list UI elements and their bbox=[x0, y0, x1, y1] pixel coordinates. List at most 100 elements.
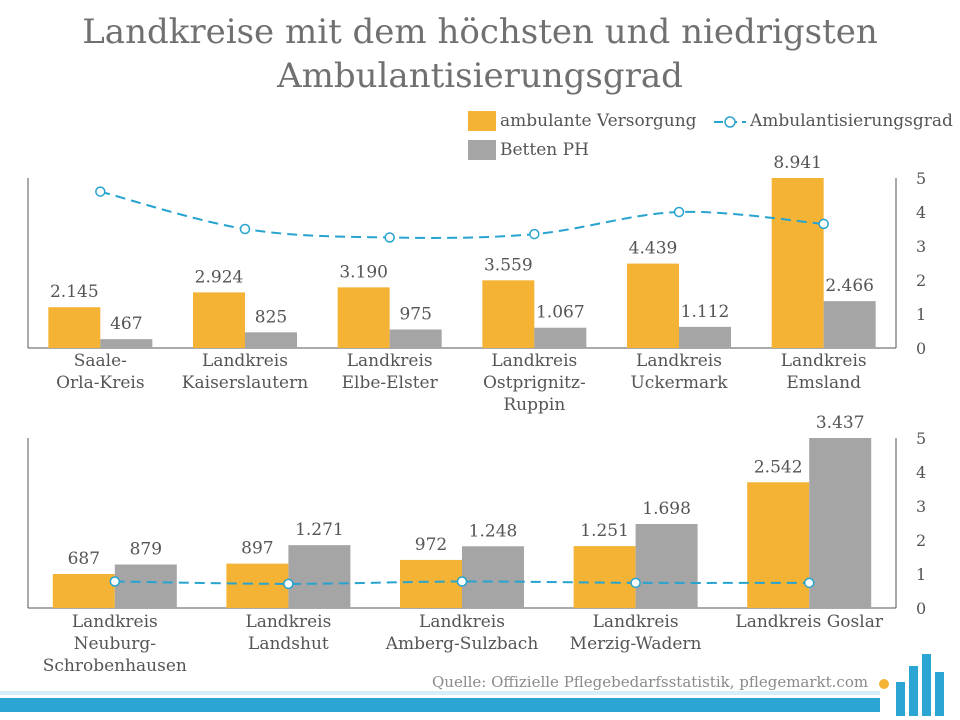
category-label: Merzig-Wadern bbox=[570, 634, 702, 654]
y2-tick-label: 5 bbox=[916, 169, 926, 188]
category-label: Landkreis bbox=[781, 351, 867, 371]
category-label: Landkreis bbox=[72, 612, 158, 632]
legend-swatch-betten bbox=[468, 140, 496, 160]
category-label: Saale- bbox=[74, 351, 127, 371]
data-label-betten: 825 bbox=[255, 307, 287, 327]
footer-stripe bbox=[0, 698, 880, 712]
data-label-ambulante: 8.941 bbox=[773, 153, 822, 173]
bar-ambulante bbox=[400, 559, 462, 608]
category-label: Landkreis bbox=[491, 351, 577, 371]
bar-betten bbox=[534, 327, 587, 348]
category-label: Orla-Kreis bbox=[56, 373, 144, 393]
data-label-betten: 2.466 bbox=[825, 276, 874, 296]
category-label: Neuburg- bbox=[74, 634, 156, 654]
bar-ambulante bbox=[337, 287, 390, 348]
data-label-betten: 1.271 bbox=[295, 520, 344, 540]
data-label-ambulante: 687 bbox=[68, 549, 100, 569]
y2-tick-label: 3 bbox=[916, 237, 926, 256]
data-label-ambulante: 3.559 bbox=[484, 255, 533, 275]
pflegemarkt-logo-icon bbox=[879, 654, 944, 716]
y2-tick-label: 1 bbox=[916, 305, 926, 324]
data-label-betten: 1.248 bbox=[469, 521, 518, 541]
line-point bbox=[673, 206, 685, 218]
category-label: Schrobenhausen bbox=[43, 656, 187, 676]
y2-tick-label: 5 bbox=[916, 429, 926, 448]
data-label-betten: 3.437 bbox=[816, 413, 865, 433]
bar-betten bbox=[679, 326, 731, 348]
bar-ambulante bbox=[771, 178, 824, 348]
legend-swatch-ambulante bbox=[468, 111, 496, 131]
bar-betten bbox=[100, 339, 153, 348]
y2-tick-label: 3 bbox=[916, 497, 926, 516]
bar-betten bbox=[823, 301, 876, 348]
category-label: Landkreis Goslar bbox=[735, 612, 883, 632]
category-label: Ruppin bbox=[503, 395, 565, 415]
chart-title-line2: Ambulantisierungsgrad bbox=[277, 56, 683, 96]
line-point bbox=[529, 228, 540, 240]
data-label-betten: 1.698 bbox=[642, 499, 691, 519]
data-label-betten: 1.112 bbox=[681, 302, 730, 322]
data-label-betten: 1.067 bbox=[536, 303, 585, 323]
line-point bbox=[630, 577, 641, 589]
y2-tick-label: 0 bbox=[916, 599, 926, 618]
category-label: Landkreis bbox=[636, 351, 722, 371]
bar-betten bbox=[635, 524, 698, 608]
line-point bbox=[803, 577, 815, 589]
bar-ambulante bbox=[193, 292, 245, 348]
data-label-betten: 975 bbox=[399, 304, 431, 324]
category-label: Uckermark bbox=[630, 373, 728, 393]
bar-betten bbox=[389, 329, 442, 348]
y2-tick-label: 4 bbox=[916, 463, 926, 482]
footer-stripe-light bbox=[0, 691, 880, 695]
line-point bbox=[109, 576, 121, 587]
data-label-ambulante: 3.190 bbox=[339, 262, 388, 282]
y2-tick-label: 2 bbox=[916, 271, 926, 290]
category-label: Landkreis bbox=[347, 351, 433, 371]
category-label: Emsland bbox=[786, 373, 861, 393]
category-label: Ostprignitz- bbox=[483, 373, 586, 393]
data-label-ambulante: 2.145 bbox=[50, 282, 99, 302]
bar-ambulante bbox=[573, 546, 636, 608]
line-point bbox=[283, 578, 294, 590]
y2-tick-label: 1 bbox=[916, 565, 926, 584]
line-point bbox=[239, 223, 251, 235]
series-line-ambulantisierungsgrad bbox=[100, 190, 824, 239]
bar-ambulante bbox=[627, 263, 679, 348]
data-label-ambulante: 972 bbox=[415, 535, 447, 555]
bar-ambulante bbox=[482, 280, 535, 348]
data-label-betten: 879 bbox=[130, 540, 162, 560]
category-label: Landkreis bbox=[419, 612, 505, 632]
legend-label-ambulante: ambulante Versorgung bbox=[500, 111, 697, 131]
data-label-ambulante: 2.542 bbox=[754, 457, 803, 477]
bar-betten bbox=[462, 546, 524, 608]
line-point bbox=[384, 232, 395, 243]
bar-betten bbox=[114, 564, 177, 608]
bar-betten bbox=[809, 438, 872, 608]
data-label-ambulante: 897 bbox=[241, 539, 273, 559]
data-label-betten: 467 bbox=[110, 314, 142, 334]
data-label-ambulante: 1.251 bbox=[580, 521, 629, 541]
y2-tick-label: 0 bbox=[916, 339, 926, 358]
y2-tick-label: 2 bbox=[916, 531, 926, 550]
bar-ambulante bbox=[48, 307, 101, 348]
data-label-ambulante: 2.924 bbox=[195, 267, 244, 287]
category-label: Elbe-Elster bbox=[342, 373, 439, 393]
data-label-ambulante: 4.439 bbox=[629, 239, 678, 259]
series-line-ambulantisierungsgrad bbox=[114, 580, 810, 585]
category-label: Kaiserslautern bbox=[182, 373, 308, 393]
category-label: Landkreis bbox=[593, 612, 679, 632]
chart-title-line1: Landkreise mit dem höchsten und niedrigs… bbox=[82, 12, 878, 52]
category-label: Landshut bbox=[248, 634, 329, 654]
source-note: Quelle: Offizielle Pflegebedarfsstatisti… bbox=[432, 673, 869, 691]
category-label: Landkreis bbox=[202, 351, 288, 371]
bar-betten bbox=[245, 332, 297, 348]
legend-label-line: Ambulantisierungsgrad bbox=[750, 111, 953, 131]
bar-ambulante bbox=[747, 482, 810, 608]
category-label: Landkreis bbox=[245, 612, 331, 632]
bar-ambulante bbox=[52, 574, 115, 608]
line-point bbox=[95, 186, 106, 197]
y2-tick-label: 4 bbox=[916, 203, 926, 222]
bar-ambulante bbox=[226, 563, 289, 608]
legend-label-betten: Betten PH bbox=[500, 140, 589, 160]
